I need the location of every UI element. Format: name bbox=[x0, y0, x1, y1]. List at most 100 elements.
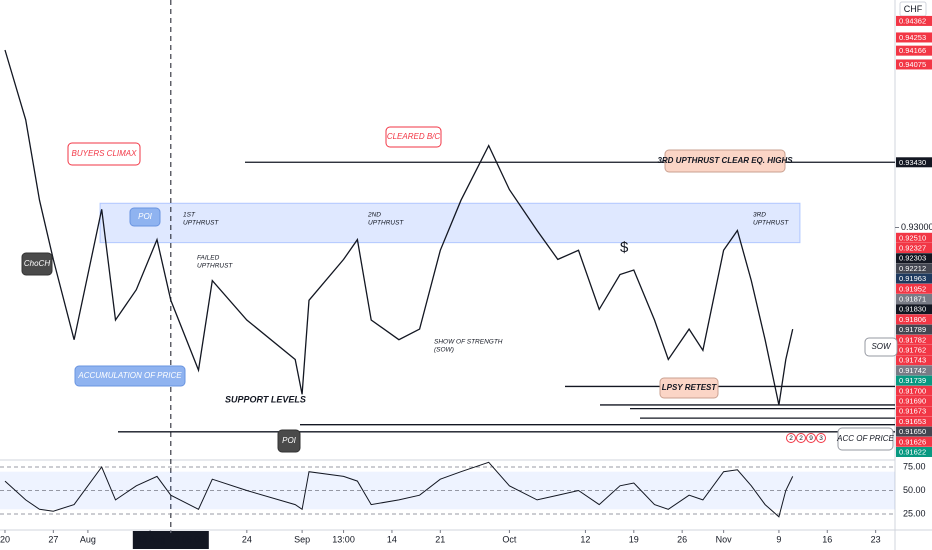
x-tick-label: 21 bbox=[435, 534, 445, 544]
price-tag-label: 0.91622 bbox=[899, 447, 926, 456]
annotation-box bbox=[67, 142, 141, 166]
annotation: 1ST bbox=[183, 212, 196, 219]
annotation: UPTHRUST bbox=[368, 220, 404, 227]
annotation: FAILED bbox=[197, 255, 220, 262]
event-icon bbox=[796, 433, 806, 443]
price-tag-label: 0.93430 bbox=[899, 158, 926, 167]
annotation: $ bbox=[620, 239, 629, 256]
x-tick-label: 13 Aug '20 05:00 bbox=[137, 534, 204, 544]
price-tag-label: 0.94075 bbox=[899, 60, 926, 69]
price-tag-label: 0.92327 bbox=[899, 243, 926, 252]
price-tag-label: 0.92510 bbox=[899, 233, 926, 242]
annotation-box bbox=[74, 365, 186, 387]
annotation-box bbox=[837, 427, 894, 451]
event-icon bbox=[786, 433, 796, 443]
annotation: ChoCH bbox=[24, 259, 50, 268]
price-tag bbox=[896, 253, 932, 264]
annotation: 3RD bbox=[753, 212, 766, 219]
x-tick-label: 9 bbox=[776, 534, 781, 544]
annotation: UPTHRUST bbox=[197, 263, 233, 270]
event-icon bbox=[806, 433, 816, 443]
price-tag bbox=[896, 396, 932, 406]
annotation: (SOW) bbox=[434, 347, 454, 354]
annotation-box bbox=[277, 429, 301, 453]
price-tag-label: 0.91690 bbox=[899, 396, 926, 405]
price-tag bbox=[896, 345, 932, 355]
price-tag bbox=[896, 157, 932, 168]
price-zone bbox=[99, 202, 801, 244]
price-tag bbox=[896, 385, 932, 396]
price-tag bbox=[896, 355, 932, 366]
rsi-tick-label: 25.00 bbox=[903, 508, 926, 518]
annotation: 3RD UPTHRUST CLEAR EQ. HIGHS bbox=[657, 156, 793, 165]
event-label: 2 bbox=[789, 435, 793, 442]
annotation-box bbox=[385, 126, 442, 148]
x-tick-label: 14 bbox=[387, 534, 397, 544]
x-tick-label: 23 bbox=[871, 534, 881, 544]
price-tag-label: 0.94362 bbox=[899, 16, 926, 25]
event-label: 9 bbox=[809, 435, 813, 442]
price-tag bbox=[896, 304, 932, 315]
rsi-tick-label: 75.00 bbox=[903, 461, 926, 471]
x-crosshair-tag bbox=[132, 531, 209, 549]
x-tick-label: 24 bbox=[242, 534, 252, 544]
price-tag bbox=[896, 426, 932, 437]
price-tag bbox=[896, 416, 932, 427]
currency: CHF bbox=[904, 4, 923, 14]
x-tick-label: 19 bbox=[629, 534, 639, 544]
annotation: ACCUMULATION OF PRICE bbox=[77, 371, 182, 380]
price-tag bbox=[896, 273, 932, 284]
price-tag bbox=[896, 232, 932, 243]
price-tag bbox=[896, 59, 932, 70]
x-tick-label: Nov bbox=[716, 534, 733, 544]
price-tag-label: 0.91782 bbox=[899, 335, 926, 344]
price-tag-label: 0.91700 bbox=[899, 386, 926, 395]
price-line bbox=[4, 49, 794, 406]
annotation-box bbox=[21, 252, 53, 276]
price-tag bbox=[896, 447, 932, 457]
price-tag-label: 0.91650 bbox=[899, 427, 926, 436]
price-tag-label: 0.91830 bbox=[899, 305, 926, 314]
price-tag bbox=[896, 243, 932, 253]
annotation: LPSY RETEST bbox=[662, 383, 718, 392]
price-tag-label: 0.91806 bbox=[899, 315, 926, 324]
price-tag-label: 0.92212 bbox=[899, 264, 926, 273]
rsi-line bbox=[4, 461, 794, 518]
event-label: 2 bbox=[799, 435, 803, 442]
annotation-box bbox=[864, 337, 898, 357]
price-tag-label: 0.94253 bbox=[899, 33, 926, 42]
price-tag bbox=[896, 45, 932, 56]
price-tag-label: 0.91789 bbox=[899, 325, 926, 334]
annotation: POI bbox=[282, 436, 297, 445]
x-tick-label: Aug bbox=[80, 534, 96, 544]
price-tag-label: 0.91742 bbox=[899, 366, 926, 375]
annotation: ACC OF PRICE bbox=[836, 434, 894, 443]
x-tick-label: Sep bbox=[294, 534, 310, 544]
annotation: UPTHRUST bbox=[183, 220, 219, 227]
y-tick-label: 0.93000 bbox=[901, 222, 932, 232]
annotation: SHOW OF STRENGTH bbox=[434, 339, 503, 346]
annotation-box bbox=[129, 207, 161, 227]
price-tag-label: 0.91673 bbox=[899, 407, 926, 416]
price-tag-label: 0.91762 bbox=[899, 345, 926, 354]
x-tick-label: 26 bbox=[677, 534, 687, 544]
price-tag bbox=[896, 15, 932, 26]
price-tag-label: 0.91952 bbox=[899, 284, 926, 293]
annotation: BUYERS CLIMAX bbox=[72, 149, 138, 158]
price-tag bbox=[896, 324, 932, 335]
annotation: SUPPORT LEVELS bbox=[225, 394, 306, 404]
annotation: 2ND bbox=[367, 212, 381, 219]
annotation-box bbox=[664, 149, 786, 173]
price-tag-label: 0.91963 bbox=[899, 274, 926, 283]
rsi-tick-label: 50.00 bbox=[903, 485, 926, 495]
x-tick-label: 12 bbox=[580, 534, 590, 544]
event-label: 3 bbox=[819, 435, 823, 442]
price-tag-label: 0.91739 bbox=[899, 376, 926, 385]
price-tag-label: 0.91626 bbox=[899, 437, 926, 446]
x-tick-label: 20 bbox=[0, 534, 10, 544]
price-tag bbox=[896, 334, 932, 345]
annotation: CLEARED B/C bbox=[387, 132, 441, 141]
x-tick-label: 27 bbox=[48, 534, 58, 544]
price-tag bbox=[896, 375, 932, 386]
